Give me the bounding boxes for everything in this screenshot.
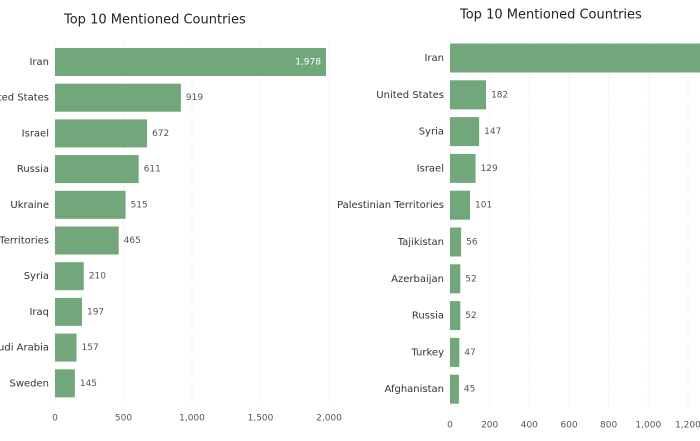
- x-tick-label: 1,500: [248, 414, 274, 424]
- value-label: 147: [484, 127, 501, 137]
- bar: [450, 264, 461, 294]
- category-label: United States: [0, 93, 49, 104]
- value-label: 145: [80, 379, 97, 389]
- bar: [55, 83, 181, 112]
- value-label: 197: [87, 307, 104, 317]
- category-label: Israel: [417, 163, 444, 174]
- x-tick-label: 1,000: [635, 421, 661, 431]
- bar: [55, 333, 77, 362]
- bar: [450, 227, 462, 257]
- bar: [450, 117, 480, 147]
- value-label: 129: [481, 164, 498, 174]
- category-label: Palestinian Territories: [337, 200, 444, 211]
- value-label: 672: [152, 129, 169, 139]
- x-tick-label: 400: [521, 421, 538, 431]
- x-tick-label: 2,000: [316, 414, 342, 424]
- bar: [450, 337, 460, 367]
- category-label: Sweden: [9, 378, 49, 389]
- value-label: 157: [82, 343, 99, 353]
- category-label: Iran: [29, 57, 49, 68]
- value-label: 52: [465, 311, 476, 321]
- x-tick-label: 1,000: [179, 414, 205, 424]
- category-label: United States: [376, 90, 444, 101]
- category-label: Syria: [419, 127, 444, 138]
- bar: [55, 262, 84, 291]
- value-label: 45: [464, 385, 475, 395]
- value-label: 919: [186, 93, 203, 103]
- category-label: Tajikistan: [397, 237, 444, 248]
- value-label: 515: [131, 200, 148, 210]
- x-tick-label: 500: [115, 414, 132, 424]
- value-label: 611: [144, 165, 161, 175]
- category-label: Russia: [17, 164, 49, 175]
- value-label: 56: [466, 238, 478, 248]
- category-label: Ukraine: [10, 200, 49, 211]
- bar: [450, 43, 700, 73]
- value-label: 101: [475, 201, 492, 211]
- category-label: Russia: [412, 311, 444, 322]
- value-label: 210: [89, 272, 106, 282]
- category-label: Syria: [24, 271, 49, 282]
- x-tick-label: 200: [481, 421, 498, 431]
- bar: [55, 119, 148, 148]
- x-tick-label: 600: [560, 421, 577, 431]
- bar: [450, 301, 461, 331]
- value-label: 52: [465, 274, 476, 284]
- x-tick-label: 800: [600, 421, 617, 431]
- bar: [450, 80, 487, 110]
- bar: [450, 190, 471, 220]
- category-label: Israel: [22, 128, 49, 139]
- x-tick-label: 0: [447, 421, 453, 431]
- chart-title: Top 10 Mentioned Countries: [63, 13, 246, 28]
- bar: [450, 374, 459, 404]
- bar: [450, 153, 476, 183]
- category-label: Iraq: [29, 307, 49, 318]
- x-tick-label: 0: [52, 414, 58, 424]
- value-label: 465: [124, 236, 141, 246]
- x-tick-label: 1,200: [675, 421, 700, 431]
- category-label: Iran: [424, 53, 444, 64]
- value-label: 1,978: [295, 58, 321, 68]
- bar: [55, 190, 126, 219]
- category-label: Turkey: [410, 347, 444, 358]
- category-label: Saudi Arabia: [0, 343, 49, 354]
- bar: [55, 155, 139, 184]
- category-label: Afghanistan: [384, 384, 444, 395]
- bar: [55, 369, 75, 398]
- bar: [55, 297, 82, 326]
- bar: [55, 226, 119, 255]
- category-label: Palestinian Territories: [0, 236, 49, 247]
- value-label: 47: [464, 348, 475, 358]
- bar: [55, 48, 326, 76]
- category-label: Azerbaijan: [391, 274, 444, 285]
- value-label: 182: [491, 90, 508, 100]
- chart-title: Top 10 Mentioned Countries: [459, 8, 642, 23]
